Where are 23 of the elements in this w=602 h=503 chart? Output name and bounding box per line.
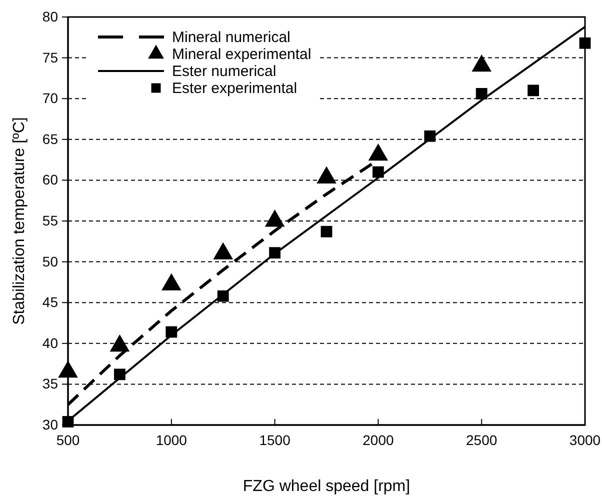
legend-label: Mineral experimental — [172, 46, 312, 63]
legend-label: Ester numerical — [172, 63, 276, 80]
legend-label: Mineral numerical — [172, 29, 290, 46]
legend-label: Ester experimental — [172, 80, 298, 97]
y-tick-label: 55 — [42, 212, 58, 228]
y-tick-label: 45 — [42, 294, 58, 310]
y-tick-label: 30 — [42, 416, 58, 432]
x-tick-label: 1500 — [259, 432, 291, 448]
y-tick-label: 65 — [42, 130, 58, 147]
x-tick-label: 1000 — [156, 432, 188, 448]
y-tick-label: 40 — [42, 334, 58, 351]
y-tick-label: 70 — [42, 90, 58, 106]
x-tick-label: 2000 — [362, 432, 394, 448]
y-tick-label: 35 — [42, 376, 58, 392]
x-tick-label: 3000 — [569, 432, 601, 448]
x-tick-label: 2500 — [466, 432, 498, 448]
x-axis-title: FZG wheel speed [rpm] — [242, 478, 410, 495]
x-tick-label: 500 — [56, 432, 80, 448]
y-tick-label: 75 — [42, 49, 58, 66]
y-tick-label: 50 — [42, 253, 58, 270]
y-tick-label: 60 — [42, 172, 58, 188]
y-axis-title: Stabilization temperature [ºC] — [11, 117, 28, 325]
y-tick-label: 80 — [42, 8, 58, 24]
